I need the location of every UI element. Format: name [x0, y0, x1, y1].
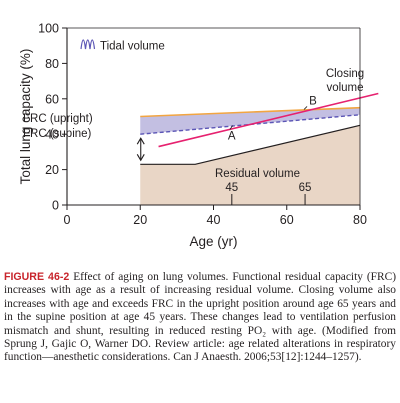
x-axis-title: Age (yr) — [189, 234, 237, 249]
residual-volume-area — [140, 125, 360, 205]
figure-caption: FIGURE 46-2 Effect of aging on lung volu… — [4, 271, 396, 365]
frc-upright-line — [140, 106, 361, 118]
point-b-leader — [303, 106, 308, 110]
y-tick-label: 20 — [45, 163, 59, 177]
residual-volume-label: Residual volume — [215, 168, 300, 180]
frc-upright-label: FRC (upright) — [23, 113, 93, 125]
y-tick-label: 60 — [45, 92, 59, 106]
age-45-label: 45 — [225, 182, 238, 194]
x-tick-label: 60 — [280, 213, 294, 227]
closing-volume-line — [158, 92, 379, 148]
frc-range-arrow-up — [136, 137, 145, 145]
y-tick-label: 80 — [45, 57, 59, 71]
x-tick-label: 20 — [133, 213, 147, 227]
point-a-leader — [229, 125, 234, 130]
caption-text: Effect of aging on lung volumes. Functio… — [4, 271, 397, 364]
age-65-label: 65 — [299, 182, 312, 194]
x-tick-label: 40 — [207, 213, 221, 227]
y-tick-label: 0 — [52, 199, 59, 213]
tidal-volume-legend-label: Tidal volume — [100, 41, 165, 53]
lung-volume-chart: 0 20 40 60 80 100 0 20 40 60 80 Age (yr) Total lung … — [18, 22, 379, 249]
x-tick-label: 0 — [64, 213, 71, 227]
closing-volume-label: Closing — [326, 68, 364, 80]
closing-volume-label: volume — [326, 82, 363, 94]
y-axis-title: Total lung capacity (%) — [18, 49, 33, 185]
tidal-volume-band — [140, 107, 360, 135]
caption-figure-number: FIGURE 46-2 — [4, 271, 70, 283]
point-b-label: B — [309, 95, 317, 107]
frc-range-arrow-down — [136, 154, 145, 162]
y-tick-label: 40 — [45, 128, 59, 142]
frc-supine-label: FRC (supine) — [23, 128, 92, 140]
y-tick-label: 100 — [38, 22, 59, 36]
frc-supine-line — [140, 114, 361, 135]
tidal-volume-legend-icon — [80, 39, 96, 50]
x-tick-label: 80 — [353, 213, 367, 227]
residual-volume-line — [140, 124, 361, 165]
point-a-label: A — [228, 130, 236, 142]
tidal-volume-legend-icon-bg — [81, 40, 95, 50]
